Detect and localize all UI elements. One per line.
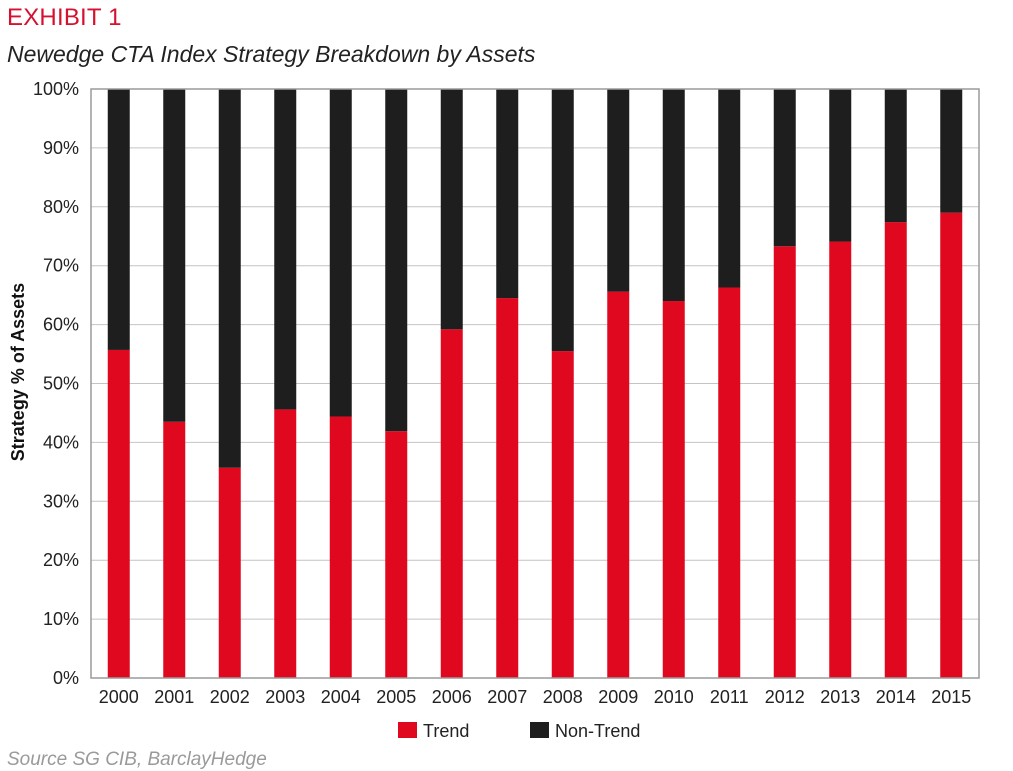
x-tick-label: 2009 [598, 687, 638, 707]
bar-non-trend-2011 [718, 89, 741, 288]
bar-non-trend-2015 [940, 89, 963, 213]
bar-non-trend-2005 [385, 89, 408, 432]
x-tick-label: 2014 [876, 687, 916, 707]
bar-trend-2013 [829, 241, 852, 679]
y-tick-label: 90% [43, 138, 79, 158]
bar-trend-2015 [940, 212, 963, 678]
bar-trend-2002 [218, 467, 241, 678]
bar-trend-2004 [329, 416, 352, 678]
bar-trend-2008 [551, 351, 574, 678]
bar-non-trend-2007 [496, 89, 519, 299]
legend-label-non-trend: Non-Trend [555, 721, 640, 741]
plot-frame [90, 88, 980, 679]
bar-non-trend-2001 [163, 89, 186, 422]
source-note: Source SG CIB, BarclayHedge [7, 749, 267, 770]
bar-non-trend-2014 [884, 89, 907, 223]
bar-non-trend-2000 [107, 89, 130, 350]
y-tick-label: 30% [43, 491, 79, 511]
bar-non-trend-2012 [773, 89, 796, 247]
bar-non-trend-2009 [607, 89, 630, 292]
x-tick-label: 2000 [99, 687, 139, 707]
y-tick-label: 60% [43, 315, 79, 335]
legend-swatch-trend [398, 722, 417, 738]
bar-non-trend-2006 [440, 89, 463, 330]
bar-non-trend-2013 [829, 89, 852, 242]
bar-trend-2005 [385, 431, 408, 678]
x-tick-label: 2015 [931, 687, 971, 707]
y-tick-label: 50% [43, 374, 79, 394]
y-tick-label: 70% [43, 256, 79, 276]
y-tick-label: 40% [43, 432, 79, 452]
x-tick-label: 2003 [265, 687, 305, 707]
y-tick-label: 100% [33, 79, 79, 99]
x-tick-label: 2012 [765, 687, 805, 707]
y-axis-label: Strategy % of Assets [8, 283, 28, 461]
y-tick-label: 10% [43, 609, 79, 629]
x-tick-label: 2007 [487, 687, 527, 707]
bar-non-trend-2003 [274, 89, 297, 410]
bar-trend-2009 [607, 291, 630, 678]
bar-trend-2007 [496, 298, 519, 678]
x-tick-label: 2013 [820, 687, 860, 707]
x-tick-label: 2004 [321, 687, 361, 707]
bar-trend-2006 [440, 329, 463, 678]
legend: Trend Non-Trend [398, 721, 640, 741]
bar-trend-2011 [718, 287, 741, 678]
bar-trend-2012 [773, 246, 796, 678]
y-tick-label: 20% [43, 550, 79, 570]
bar-trend-2014 [884, 222, 907, 679]
bar-non-trend-2008 [551, 89, 574, 352]
x-tick-label: 2011 [710, 687, 749, 707]
bar-trend-2010 [662, 301, 685, 678]
y-tick-labels: 0% 10% 20% 30% 40% 50% 60% 70% 80% 90% 100% [33, 79, 79, 688]
bar-non-trend-2010 [662, 89, 685, 302]
x-tick-label: 2008 [543, 687, 583, 707]
bar-trend-2001 [163, 421, 186, 678]
x-tick-label: 2010 [654, 687, 694, 707]
bar-trend-2003 [274, 409, 297, 678]
bar-trend-2000 [107, 349, 130, 678]
x-tick-labels: 2000 2001 2002 2003 2004 2005 2006 2007 2008 2009… [99, 687, 972, 707]
x-tick-label: 2001 [154, 687, 194, 707]
x-tick-label: 2005 [376, 687, 416, 707]
x-tick-label: 2002 [210, 687, 250, 707]
bar-non-trend-2002 [218, 89, 241, 468]
y-tick-label: 0% [53, 668, 79, 688]
chart-title: Newedge CTA Index Strategy Breakdown by … [7, 41, 536, 67]
y-tick-label: 80% [43, 197, 79, 217]
bars [107, 89, 963, 679]
bar-non-trend-2004 [329, 89, 352, 417]
legend-label-trend: Trend [423, 721, 469, 741]
exhibit-label: EXHIBIT 1 [7, 4, 122, 31]
legend-swatch-non-trend [530, 722, 549, 738]
x-tick-label: 2006 [432, 687, 472, 707]
